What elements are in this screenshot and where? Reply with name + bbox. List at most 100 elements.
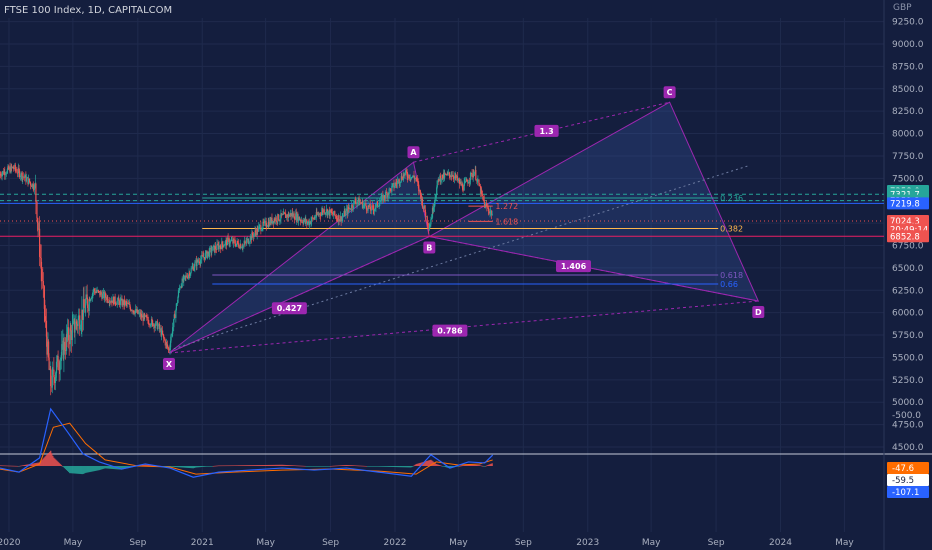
candle-body[interactable] [444, 173, 446, 178]
candle-body[interactable] [127, 303, 129, 305]
candle-body[interactable] [36, 218, 39, 223]
candle-body[interactable] [297, 216, 299, 222]
candle-body[interactable] [323, 209, 325, 214]
candle-body[interactable] [332, 212, 334, 215]
candle-body[interactable] [312, 217, 314, 220]
candle-body[interactable] [157, 325, 159, 330]
candle-body[interactable] [425, 212, 427, 217]
candle-body[interactable] [21, 172, 23, 180]
candle-body[interactable] [377, 205, 379, 207]
candle-body[interactable] [303, 218, 305, 221]
candle-body[interactable] [64, 350, 67, 352]
candle-body[interactable] [36, 201, 38, 219]
candle-body[interactable] [164, 338, 166, 341]
candle-body[interactable] [103, 293, 106, 299]
candle-body[interactable] [351, 204, 353, 208]
candle-body[interactable] [174, 314, 176, 318]
candle-body[interactable] [467, 182, 470, 184]
candle-body[interactable] [254, 230, 256, 234]
candle-body[interactable] [93, 289, 96, 291]
candle-body[interactable] [384, 198, 386, 199]
candle-body[interactable] [336, 218, 339, 222]
candle-body[interactable] [430, 217, 433, 220]
candle-body[interactable] [96, 290, 98, 292]
candle-body[interactable] [199, 263, 201, 265]
candle-body[interactable] [112, 297, 115, 305]
candle-body[interactable] [105, 293, 107, 298]
candle-body[interactable] [218, 245, 220, 250]
candle-body[interactable] [471, 172, 473, 178]
candle-body[interactable] [265, 220, 267, 227]
candle-body[interactable] [273, 219, 275, 224]
candle-body[interactable] [397, 180, 399, 184]
candle-body[interactable] [160, 330, 163, 336]
candle-body[interactable] [176, 302, 179, 304]
candle-body[interactable] [284, 212, 286, 214]
candle-body[interactable] [325, 212, 327, 214]
candle-body[interactable] [259, 225, 261, 227]
candle-body[interactable] [199, 261, 201, 264]
candle-body[interactable] [425, 216, 427, 218]
candle-body[interactable] [80, 324, 82, 329]
candle-body[interactable] [349, 208, 351, 210]
candle-body[interactable] [282, 214, 284, 216]
candle-body[interactable] [263, 221, 266, 224]
candle-body[interactable] [281, 214, 283, 216]
candle-body[interactable] [83, 299, 85, 308]
candle-body[interactable] [392, 183, 394, 185]
candle-body[interactable] [308, 221, 311, 225]
candle-body[interactable] [81, 309, 83, 320]
candle-body[interactable] [133, 310, 135, 313]
candle-body[interactable] [231, 239, 233, 241]
candle-body[interactable] [52, 369, 54, 371]
candle-body[interactable] [292, 213, 294, 216]
candle-body[interactable] [385, 192, 388, 194]
candle-body[interactable] [298, 216, 301, 220]
candle-body[interactable] [50, 368, 52, 387]
candle-body[interactable] [227, 237, 229, 246]
candle-body[interactable] [240, 247, 242, 249]
candle-body[interactable] [13, 168, 15, 169]
candle-body[interactable] [74, 328, 76, 333]
candle-body[interactable] [418, 184, 420, 192]
candle-body[interactable] [432, 207, 435, 211]
candle-body[interactable] [344, 210, 346, 216]
candle-body[interactable] [45, 320, 48, 337]
candle-body[interactable] [109, 301, 111, 303]
candle-body[interactable] [468, 182, 471, 183]
candle-body[interactable] [266, 226, 268, 228]
candle-body[interactable] [135, 309, 137, 312]
candle-body[interactable] [20, 172, 22, 177]
candle-body[interactable] [202, 255, 204, 258]
candle-body[interactable] [406, 170, 408, 173]
candle-body[interactable] [22, 176, 24, 180]
candle-body[interactable] [439, 175, 442, 182]
candle-body[interactable] [28, 178, 31, 183]
candle-body[interactable] [51, 369, 53, 388]
candle-body[interactable] [110, 301, 112, 303]
candle-body[interactable] [156, 321, 158, 330]
candle-body[interactable] [469, 180, 471, 183]
candle-body[interactable] [307, 221, 309, 224]
candle-body[interactable] [41, 268, 43, 280]
candle-body[interactable] [114, 296, 116, 303]
candle-body[interactable] [88, 298, 90, 311]
candle-body[interactable] [391, 184, 393, 186]
candle-body[interactable] [178, 287, 181, 291]
candle-body[interactable] [204, 253, 207, 260]
candle-body[interactable] [1, 173, 3, 177]
candle-body[interactable] [362, 201, 364, 209]
candle-body[interactable] [421, 198, 424, 208]
candle-body[interactable] [151, 318, 153, 321]
candle-body[interactable] [434, 201, 436, 208]
candle-body[interactable] [487, 207, 490, 211]
candle-body[interactable] [293, 213, 295, 219]
candle-body[interactable] [452, 174, 454, 177]
candle-body[interactable] [383, 195, 386, 199]
candle-body[interactable] [85, 294, 87, 304]
candle-body[interactable] [183, 276, 185, 282]
candle-body[interactable] [345, 208, 348, 211]
candle-body[interactable] [9, 167, 11, 173]
candle-body[interactable] [75, 321, 78, 324]
candle-body[interactable] [386, 193, 388, 198]
